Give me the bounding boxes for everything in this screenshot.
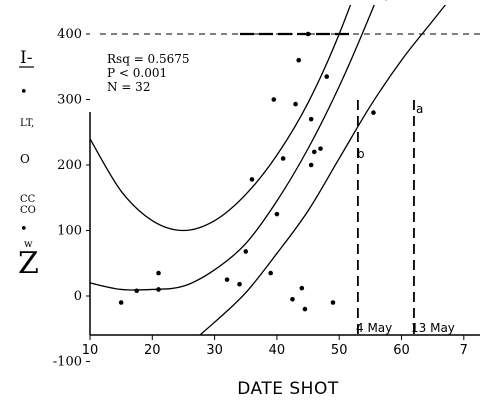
y-tick-label: -100 [53,355,82,370]
side-glyph-dot1: • [20,85,28,100]
data-point [324,74,330,79]
stat-rsq: Rsq = 0.5675 [107,52,190,66]
data-point [271,97,277,102]
data-point [308,162,314,168]
side-glyph-lt: LT, [20,118,34,129]
data-point [156,287,161,292]
data-point [156,270,161,276]
data-point [274,211,280,217]
y-tick-label: 400 [57,27,82,42]
data-point [296,57,302,63]
y-tick-label: 200 [57,158,82,173]
annotation-13-may: 13 May [411,321,455,335]
side-glyph-dot2: • [20,222,28,237]
y-tick-label: 100 [57,224,82,239]
x-tick-label: 7 [460,343,468,358]
x-tick-label: 20 [144,343,161,358]
data-point [118,300,124,305]
side-glyph-cc: CC [20,194,36,205]
x-axis-title: DATE SHOT [237,379,339,399]
data-point [305,31,311,37]
side-glyph-co: CO [20,205,36,216]
data-point [268,270,273,276]
labels: Rsq = 0.5675 P < 0.001 N = 32 I- • LT, O… [18,48,455,399]
data-point [249,177,255,182]
data-point [134,288,140,294]
data-point [299,285,305,291]
curve-fit [90,5,375,291]
annotation-b: b [357,147,365,161]
side-glyph-z: Z [18,246,39,281]
data-point [293,101,298,107]
x-tick-label: 40 [269,343,286,358]
x-tick-label: 10 [82,343,99,358]
data-point [224,277,230,282]
data-point [308,116,314,122]
data-point [330,300,336,305]
y-tick-label: 300 [57,93,82,108]
curve-lower [198,5,447,335]
x-tick-label: 50 [331,343,348,358]
y-tick-label: 0 [74,289,82,304]
data-point [318,146,323,151]
annotation-4-may: 4 May [356,321,392,335]
data-point [243,249,249,254]
plot-area [90,0,480,335]
axes: -100010020030040050060070080010203040506… [53,27,480,370]
side-glyph-w: w [24,239,33,250]
data-point [311,149,317,155]
stat-n: N = 32 [107,80,150,94]
data-point [371,110,376,115]
annotation-a: a [416,102,423,116]
data-point [237,281,242,287]
x-tick-label: 30 [206,343,223,358]
stat-p: P < 0.001 [107,66,167,80]
curve-upper [90,5,352,232]
data-point [302,306,308,312]
x-tick-label: 60 [393,343,410,358]
side-glyph-o: O [20,152,30,166]
data-point [280,156,286,161]
data-point [290,296,295,302]
side-glyph-i: I- [20,48,32,68]
